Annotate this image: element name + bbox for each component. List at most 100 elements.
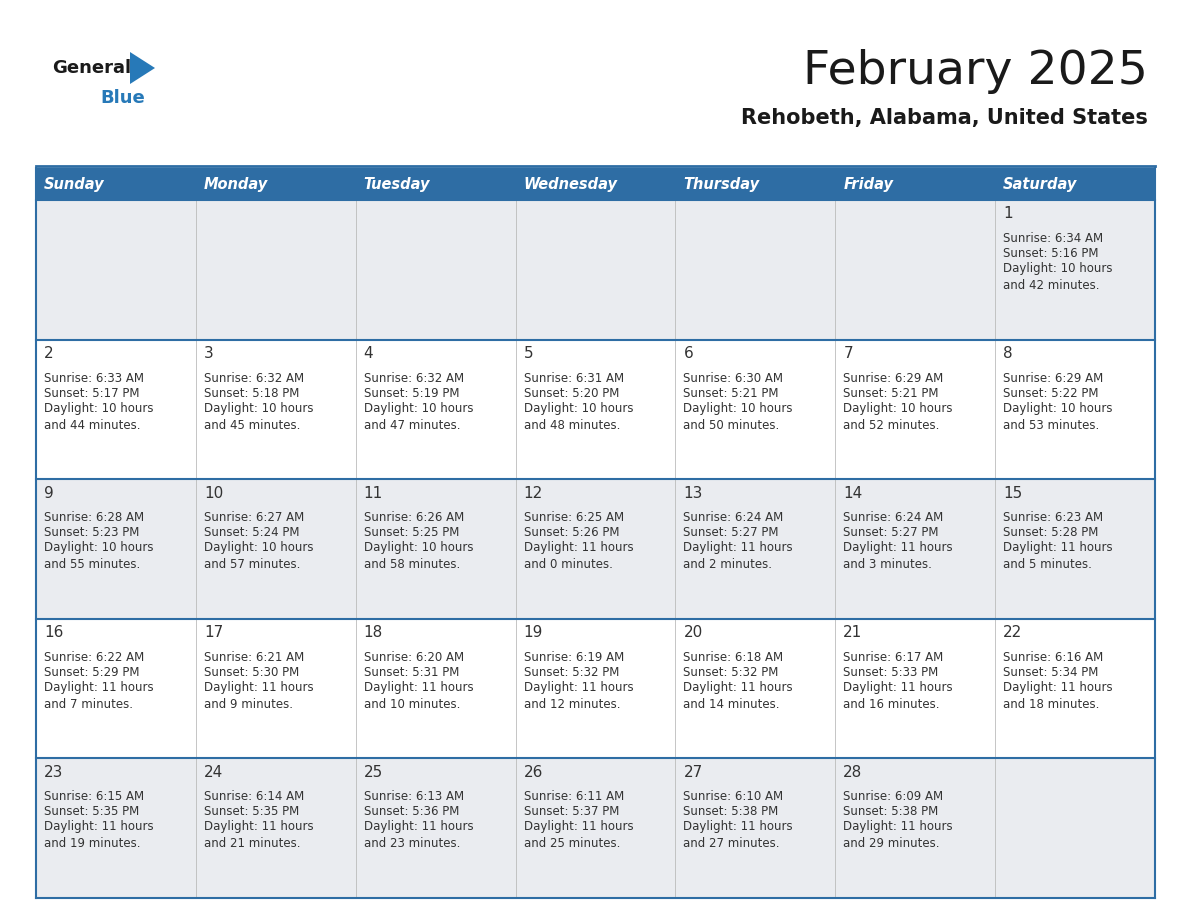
Text: Sunrise: 6:16 AM: Sunrise: 6:16 AM <box>1003 651 1104 664</box>
Text: Daylight: 11 hours
and 0 minutes.: Daylight: 11 hours and 0 minutes. <box>524 542 633 571</box>
Text: Sunrise: 6:09 AM: Sunrise: 6:09 AM <box>843 790 943 803</box>
Text: Sunrise: 6:20 AM: Sunrise: 6:20 AM <box>364 651 463 664</box>
Text: Sunrise: 6:21 AM: Sunrise: 6:21 AM <box>204 651 304 664</box>
Text: 22: 22 <box>1003 625 1023 640</box>
Text: Sunrise: 6:18 AM: Sunrise: 6:18 AM <box>683 651 784 664</box>
Text: 7: 7 <box>843 346 853 361</box>
Bar <box>676 168 835 200</box>
Text: Daylight: 10 hours
and 48 minutes.: Daylight: 10 hours and 48 minutes. <box>524 401 633 431</box>
Text: Sunset: 5:19 PM: Sunset: 5:19 PM <box>364 386 460 399</box>
Text: Sunset: 5:27 PM: Sunset: 5:27 PM <box>683 526 779 539</box>
Text: Daylight: 11 hours
and 29 minutes.: Daylight: 11 hours and 29 minutes. <box>843 821 953 850</box>
Text: 8: 8 <box>1003 346 1012 361</box>
Text: Sunset: 5:35 PM: Sunset: 5:35 PM <box>204 805 299 819</box>
Bar <box>516 168 676 200</box>
Polygon shape <box>129 52 154 84</box>
Text: Sunset: 5:29 PM: Sunset: 5:29 PM <box>44 666 139 678</box>
Text: Daylight: 11 hours
and 2 minutes.: Daylight: 11 hours and 2 minutes. <box>683 542 794 571</box>
Bar <box>36 168 196 200</box>
Text: Sunrise: 6:17 AM: Sunrise: 6:17 AM <box>843 651 943 664</box>
Text: Sunrise: 6:25 AM: Sunrise: 6:25 AM <box>524 511 624 524</box>
Text: Daylight: 10 hours
and 42 minutes.: Daylight: 10 hours and 42 minutes. <box>1003 262 1113 292</box>
Text: 17: 17 <box>204 625 223 640</box>
Text: 9: 9 <box>44 486 53 500</box>
Bar <box>996 168 1155 200</box>
Bar <box>196 168 355 200</box>
Text: Sunrise: 6:23 AM: Sunrise: 6:23 AM <box>1003 511 1104 524</box>
Text: 1: 1 <box>1003 207 1012 221</box>
Text: Sunset: 5:18 PM: Sunset: 5:18 PM <box>204 386 299 399</box>
Text: Monday: Monday <box>204 176 268 192</box>
Bar <box>36 479 1155 619</box>
Text: Sunrise: 6:15 AM: Sunrise: 6:15 AM <box>44 790 144 803</box>
Text: Sunset: 5:36 PM: Sunset: 5:36 PM <box>364 805 459 819</box>
Text: Wednesday: Wednesday <box>524 176 618 192</box>
Text: Daylight: 10 hours
and 55 minutes.: Daylight: 10 hours and 55 minutes. <box>44 542 153 571</box>
Text: Daylight: 10 hours
and 45 minutes.: Daylight: 10 hours and 45 minutes. <box>204 401 314 431</box>
Text: Daylight: 10 hours
and 58 minutes.: Daylight: 10 hours and 58 minutes. <box>364 542 473 571</box>
Text: Sunset: 5:28 PM: Sunset: 5:28 PM <box>1003 526 1099 539</box>
Text: Sunrise: 6:22 AM: Sunrise: 6:22 AM <box>44 651 144 664</box>
Text: Daylight: 10 hours
and 50 minutes.: Daylight: 10 hours and 50 minutes. <box>683 401 792 431</box>
Text: 27: 27 <box>683 765 702 780</box>
Text: Daylight: 10 hours
and 47 minutes.: Daylight: 10 hours and 47 minutes. <box>364 401 473 431</box>
Text: Sunday: Sunday <box>44 176 105 192</box>
Text: Sunrise: 6:29 AM: Sunrise: 6:29 AM <box>1003 372 1104 385</box>
Text: Saturday: Saturday <box>1003 176 1078 192</box>
Text: Sunset: 5:23 PM: Sunset: 5:23 PM <box>44 526 139 539</box>
Bar <box>36 619 1155 758</box>
Bar <box>36 340 1155 479</box>
Text: Sunrise: 6:27 AM: Sunrise: 6:27 AM <box>204 511 304 524</box>
Text: Sunrise: 6:31 AM: Sunrise: 6:31 AM <box>524 372 624 385</box>
Text: Sunset: 5:35 PM: Sunset: 5:35 PM <box>44 805 139 819</box>
Text: Sunset: 5:26 PM: Sunset: 5:26 PM <box>524 526 619 539</box>
Text: Sunset: 5:33 PM: Sunset: 5:33 PM <box>843 666 939 678</box>
Text: 20: 20 <box>683 625 702 640</box>
Text: Sunrise: 6:11 AM: Sunrise: 6:11 AM <box>524 790 624 803</box>
Text: Daylight: 11 hours
and 27 minutes.: Daylight: 11 hours and 27 minutes. <box>683 821 794 850</box>
Text: 10: 10 <box>204 486 223 500</box>
Text: Sunset: 5:34 PM: Sunset: 5:34 PM <box>1003 666 1099 678</box>
Text: Daylight: 11 hours
and 14 minutes.: Daylight: 11 hours and 14 minutes. <box>683 681 794 711</box>
Text: Sunset: 5:32 PM: Sunset: 5:32 PM <box>524 666 619 678</box>
Text: Sunset: 5:20 PM: Sunset: 5:20 PM <box>524 386 619 399</box>
Text: Sunset: 5:17 PM: Sunset: 5:17 PM <box>44 386 139 399</box>
Text: Sunset: 5:21 PM: Sunset: 5:21 PM <box>843 386 939 399</box>
Text: February 2025: February 2025 <box>803 50 1148 95</box>
Text: Blue: Blue <box>100 89 145 107</box>
Text: 2: 2 <box>44 346 53 361</box>
Text: Sunset: 5:21 PM: Sunset: 5:21 PM <box>683 386 779 399</box>
Text: Sunrise: 6:34 AM: Sunrise: 6:34 AM <box>1003 232 1104 245</box>
Text: Daylight: 11 hours
and 19 minutes.: Daylight: 11 hours and 19 minutes. <box>44 821 153 850</box>
Bar <box>355 168 516 200</box>
Bar <box>835 168 996 200</box>
Text: Sunrise: 6:19 AM: Sunrise: 6:19 AM <box>524 651 624 664</box>
Text: Sunset: 5:25 PM: Sunset: 5:25 PM <box>364 526 459 539</box>
Text: Rehobeth, Alabama, United States: Rehobeth, Alabama, United States <box>741 108 1148 128</box>
Text: 16: 16 <box>44 625 63 640</box>
Text: Sunset: 5:38 PM: Sunset: 5:38 PM <box>843 805 939 819</box>
Text: Sunrise: 6:24 AM: Sunrise: 6:24 AM <box>843 511 943 524</box>
Text: 28: 28 <box>843 765 862 780</box>
Text: 4: 4 <box>364 346 373 361</box>
Text: 24: 24 <box>204 765 223 780</box>
Text: 3: 3 <box>204 346 214 361</box>
Text: Daylight: 11 hours
and 12 minutes.: Daylight: 11 hours and 12 minutes. <box>524 681 633 711</box>
Text: 19: 19 <box>524 625 543 640</box>
Text: Sunrise: 6:26 AM: Sunrise: 6:26 AM <box>364 511 465 524</box>
Text: 23: 23 <box>44 765 63 780</box>
Text: Sunset: 5:27 PM: Sunset: 5:27 PM <box>843 526 939 539</box>
Text: 6: 6 <box>683 346 693 361</box>
Text: Sunset: 5:16 PM: Sunset: 5:16 PM <box>1003 247 1099 260</box>
Text: Sunrise: 6:32 AM: Sunrise: 6:32 AM <box>364 372 463 385</box>
Text: 18: 18 <box>364 625 383 640</box>
Text: Sunset: 5:22 PM: Sunset: 5:22 PM <box>1003 386 1099 399</box>
Text: Daylight: 10 hours
and 52 minutes.: Daylight: 10 hours and 52 minutes. <box>843 401 953 431</box>
Text: Friday: Friday <box>843 176 893 192</box>
Text: Sunset: 5:24 PM: Sunset: 5:24 PM <box>204 526 299 539</box>
Text: Daylight: 11 hours
and 7 minutes.: Daylight: 11 hours and 7 minutes. <box>44 681 153 711</box>
Bar <box>36 758 1155 898</box>
Text: Daylight: 11 hours
and 10 minutes.: Daylight: 11 hours and 10 minutes. <box>364 681 473 711</box>
Text: 25: 25 <box>364 765 383 780</box>
Text: Sunrise: 6:28 AM: Sunrise: 6:28 AM <box>44 511 144 524</box>
